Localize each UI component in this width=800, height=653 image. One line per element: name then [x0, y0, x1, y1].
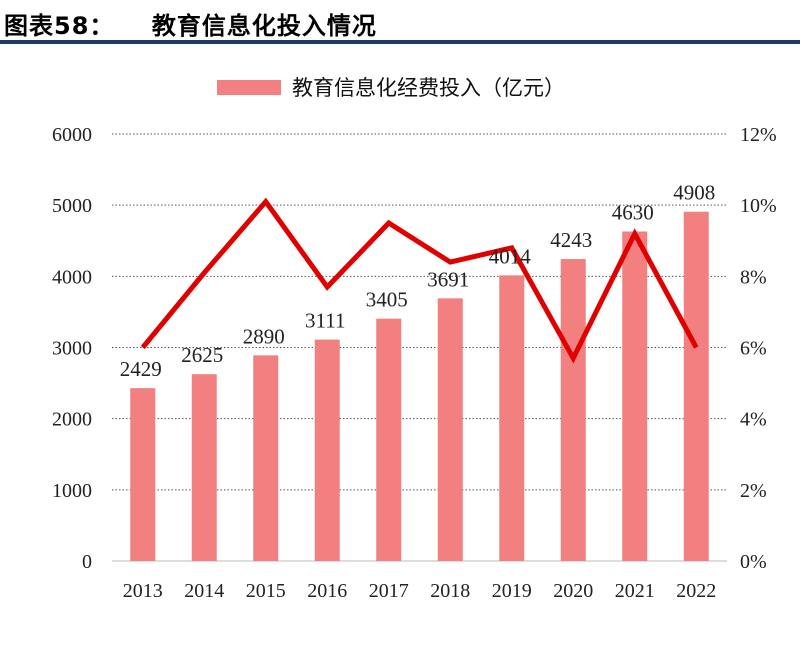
- y-right-tick-0: 0%: [740, 551, 767, 573]
- x-tick-2019: 2019: [492, 580, 532, 602]
- figure-title: 图表58： 教育信息化投入情况: [4, 12, 377, 40]
- chart-legend: 教育信息化经费投入（亿元）: [217, 76, 565, 100]
- x-axis: 2013 2014 2015 2016 2017 2018 2019 2020 2021 2022: [123, 580, 717, 602]
- bar-2019: [499, 275, 525, 561]
- data-label-2014: 2625: [181, 343, 223, 367]
- bar-2014: [191, 374, 217, 561]
- x-tick-2015: 2015: [246, 580, 286, 602]
- x-tick-2022: 2022: [676, 580, 716, 602]
- y-left-tick-6000: 6000: [52, 124, 92, 146]
- data-label-2022: 4908: [673, 181, 715, 205]
- x-tick-2017: 2017: [369, 580, 409, 602]
- data-label-2020: 4243: [550, 228, 592, 252]
- x-tick-2020: 2020: [553, 580, 593, 602]
- legend-swatch-bar: [217, 80, 281, 95]
- y-left-tick-5000: 5000: [52, 195, 92, 217]
- y-left-tick-0: 0: [82, 551, 92, 573]
- y-right-tick-6: 6%: [740, 338, 767, 360]
- x-tick-2021: 2021: [615, 580, 655, 602]
- bar-2017: [376, 318, 402, 561]
- data-label-2015: 2890: [243, 324, 285, 348]
- bar-2016: [314, 339, 340, 561]
- x-tick-2014: 2014: [184, 580, 224, 602]
- data-label-2013: 2429: [120, 357, 162, 381]
- y-left-tick-2000: 2000: [52, 409, 92, 431]
- chart: 教育信息化经费投入（亿元） 2429 2625 2890 3111 3405 3691 40…: [52, 76, 777, 602]
- bar-2018: [437, 298, 463, 561]
- bar-2020: [560, 259, 586, 561]
- y-right-tick-8: 8%: [740, 266, 767, 288]
- data-label-2021: 4630: [612, 200, 654, 224]
- x-tick-2018: 2018: [430, 580, 470, 602]
- figure-header: 图表58： 教育信息化投入情况: [0, 0, 800, 44]
- line-series: [140, 197, 699, 364]
- y-left-tick-3000: 3000: [52, 338, 92, 360]
- y-left-tick-1000: 1000: [52, 480, 92, 502]
- bar-series: [130, 211, 709, 562]
- y-right-tick-2: 2%: [740, 480, 767, 502]
- bar-2022: [683, 211, 709, 562]
- data-label-2016: 3111: [305, 309, 345, 333]
- data-label-2017: 3405: [366, 288, 408, 312]
- y-right-tick-12: 12%: [740, 124, 777, 146]
- y-right-tick-10: 10%: [740, 195, 777, 217]
- data-labels: 2429 2625 2890 3111 3405 3691 4014 4243 4630 4908: [120, 181, 716, 381]
- line-path: [140, 197, 699, 364]
- data-label-2018: 3691: [427, 267, 469, 291]
- data-label-2019: 4014: [489, 244, 532, 268]
- header-rule: [0, 40, 800, 44]
- y-left-tick-4000: 4000: [52, 266, 92, 288]
- y-axis-right: 0% 2% 4% 6% 8% 10% 12%: [740, 124, 777, 573]
- bar-2013: [130, 388, 156, 561]
- legend-label-bar: 教育信息化经费投入（亿元）: [292, 76, 565, 100]
- y-right-tick-4: 4%: [740, 409, 767, 431]
- y-axis-left: 0 1000 2000 3000 4000 5000 6000: [52, 124, 92, 573]
- bar-2015: [253, 355, 279, 561]
- bar-2021: [622, 231, 648, 561]
- x-tick-2016: 2016: [307, 580, 347, 602]
- x-tick-2013: 2013: [123, 580, 163, 602]
